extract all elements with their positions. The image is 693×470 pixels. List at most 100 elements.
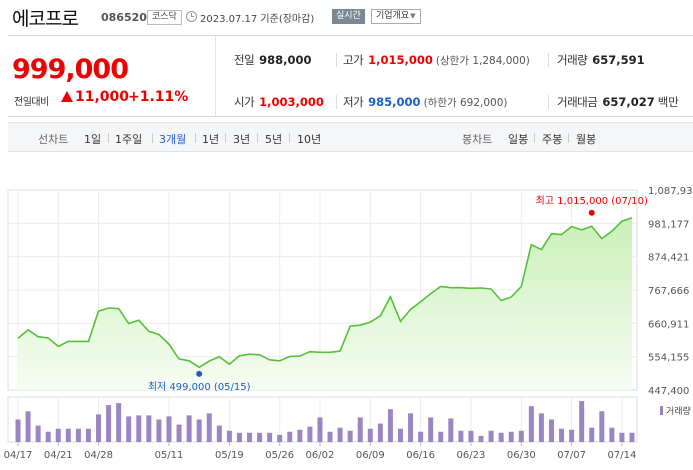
volume-legend-label: 거래량 <box>666 405 691 417</box>
prev-close-label: 전일 <box>234 53 255 67</box>
x-tick-label: 06/09 <box>356 450 385 461</box>
volume-bar <box>619 432 625 442</box>
volume-bar <box>287 431 293 442</box>
period-1y[interactable]: 1년 <box>202 133 220 146</box>
min-price-marker <box>196 370 203 377</box>
volume-bar <box>488 430 494 442</box>
x-tick-label: 04/17 <box>4 450 33 461</box>
stock-code: 086520 <box>101 11 147 24</box>
max-price-annotation: 최고 1,015,000 (07/10) <box>536 195 648 207</box>
trade-value-unit: 백만 <box>657 95 679 109</box>
lower-limit: (하한가 692,000) <box>423 97 508 109</box>
period-5y[interactable]: 5년 <box>265 133 283 146</box>
volume-bar <box>277 434 283 442</box>
x-tick-label: 06/30 <box>507 450 536 461</box>
period-1w[interactable]: 1주일 <box>115 133 143 146</box>
company-info-label: 기업개요 <box>376 11 410 21</box>
volume-bar <box>629 432 635 442</box>
period-3y[interactable]: 3년 <box>233 133 251 146</box>
volume-bar <box>418 431 424 442</box>
volume-bar <box>297 429 303 442</box>
change-label: 전일대비 <box>14 97 49 108</box>
trade-value-label: 거래대금 <box>557 95 598 109</box>
volume-bar <box>267 432 273 442</box>
volume-bar <box>65 428 71 442</box>
volume-bar <box>468 430 474 442</box>
market-badge: 코스닥 <box>147 10 182 25</box>
volume-bar <box>559 428 565 442</box>
divider <box>336 53 337 67</box>
quote-date: 2023.07.17 기준(장마감) <box>200 14 315 25</box>
volume-bar <box>367 428 373 442</box>
divider <box>257 133 258 143</box>
volume-bar <box>126 416 132 442</box>
volume-bar <box>166 416 172 442</box>
price-line <box>17 217 633 369</box>
volume-bar <box>106 405 112 442</box>
volume-bar <box>196 419 202 442</box>
open-value: 1,003,000 <box>259 95 324 109</box>
volume-bar <box>35 425 41 442</box>
y-tick-label: 981,177 <box>648 219 689 230</box>
x-tick-label: 05/11 <box>155 450 184 461</box>
stock-name: 에코프로 <box>12 8 79 30</box>
period-10y[interactable]: 10년 <box>297 133 322 146</box>
chevron-down-icon: ▼ <box>410 12 416 20</box>
x-tick-label: 06/16 <box>406 450 435 461</box>
price-chart[interactable]: 1,087,932 981,177 874,421 767,666 660,911 554… <box>0 160 693 470</box>
divider <box>108 133 109 143</box>
company-info-button[interactable]: 기업개요▼ <box>371 9 421 24</box>
volume-bar <box>176 424 182 442</box>
x-tick-label: 07/14 <box>608 450 637 461</box>
divider <box>336 95 337 109</box>
volume-bar <box>528 406 534 442</box>
candle-weekly[interactable]: 주봉 <box>542 133 563 146</box>
candle-daily[interactable]: 일봉 <box>508 133 529 146</box>
volume-bar <box>75 428 81 442</box>
period-3m[interactable]: 3개월 <box>159 133 187 146</box>
divider <box>568 133 569 143</box>
upper-limit: (상한가 1,284,000) <box>435 55 530 67</box>
volume-bar <box>96 414 102 442</box>
volume-bar <box>236 432 242 442</box>
volume-bar <box>397 428 403 442</box>
min-price-annotation: 최저 499,000 (05/15) <box>148 381 251 393</box>
x-tick-label: 05/19 <box>215 450 244 461</box>
volume-bar <box>589 427 595 442</box>
candle-monthly[interactable]: 월봉 <box>576 133 597 146</box>
line-chart-label: 선차트 <box>38 133 69 146</box>
open-price: 시가 1,003,000 <box>234 94 324 110</box>
low-price: 저가 985,000 (하한가 692,000) <box>343 94 508 110</box>
volume-bar <box>257 432 263 442</box>
realtime-button[interactable]: 실시간 <box>332 9 365 24</box>
divider <box>195 133 196 143</box>
trade-value-amount: 657,027 <box>602 95 655 109</box>
volume-bar <box>498 432 504 442</box>
chart-period-bar: 선차트 1일 1주일 3개월 1년 3년 5년 10년 봉차트 일봉 주봉 월봉 <box>8 122 693 152</box>
y-tick-label: 1,087,932 <box>648 186 693 197</box>
low-value: 985,000 <box>368 95 421 109</box>
volume-label: 거래량 <box>557 53 588 67</box>
change-percent: +1.11% <box>128 89 189 105</box>
volume-bar <box>518 430 524 442</box>
y-tick-label: 874,421 <box>648 253 689 264</box>
volume-bar <box>55 428 61 442</box>
volume-bar <box>337 427 343 442</box>
period-1d[interactable]: 1일 <box>84 133 102 146</box>
low-label: 저가 <box>343 95 364 109</box>
x-tick-label: 05/26 <box>265 450 294 461</box>
volume-bar <box>438 431 444 442</box>
prev-close-value: 988,000 <box>259 53 312 67</box>
high-value: 1,015,000 <box>368 53 433 67</box>
divider <box>548 53 549 67</box>
y-tick-label: 447,400 <box>648 386 689 397</box>
x-tick-label: 04/28 <box>84 450 113 461</box>
x-tick-label: 07/07 <box>557 450 586 461</box>
up-arrow-icon <box>61 91 73 102</box>
volume-bar <box>387 409 393 442</box>
volume-bar <box>25 411 31 442</box>
y-tick-label: 660,911 <box>648 319 689 330</box>
volume-bar <box>85 428 91 442</box>
volume-bar <box>226 430 232 442</box>
current-price: 999,000 <box>12 54 129 85</box>
